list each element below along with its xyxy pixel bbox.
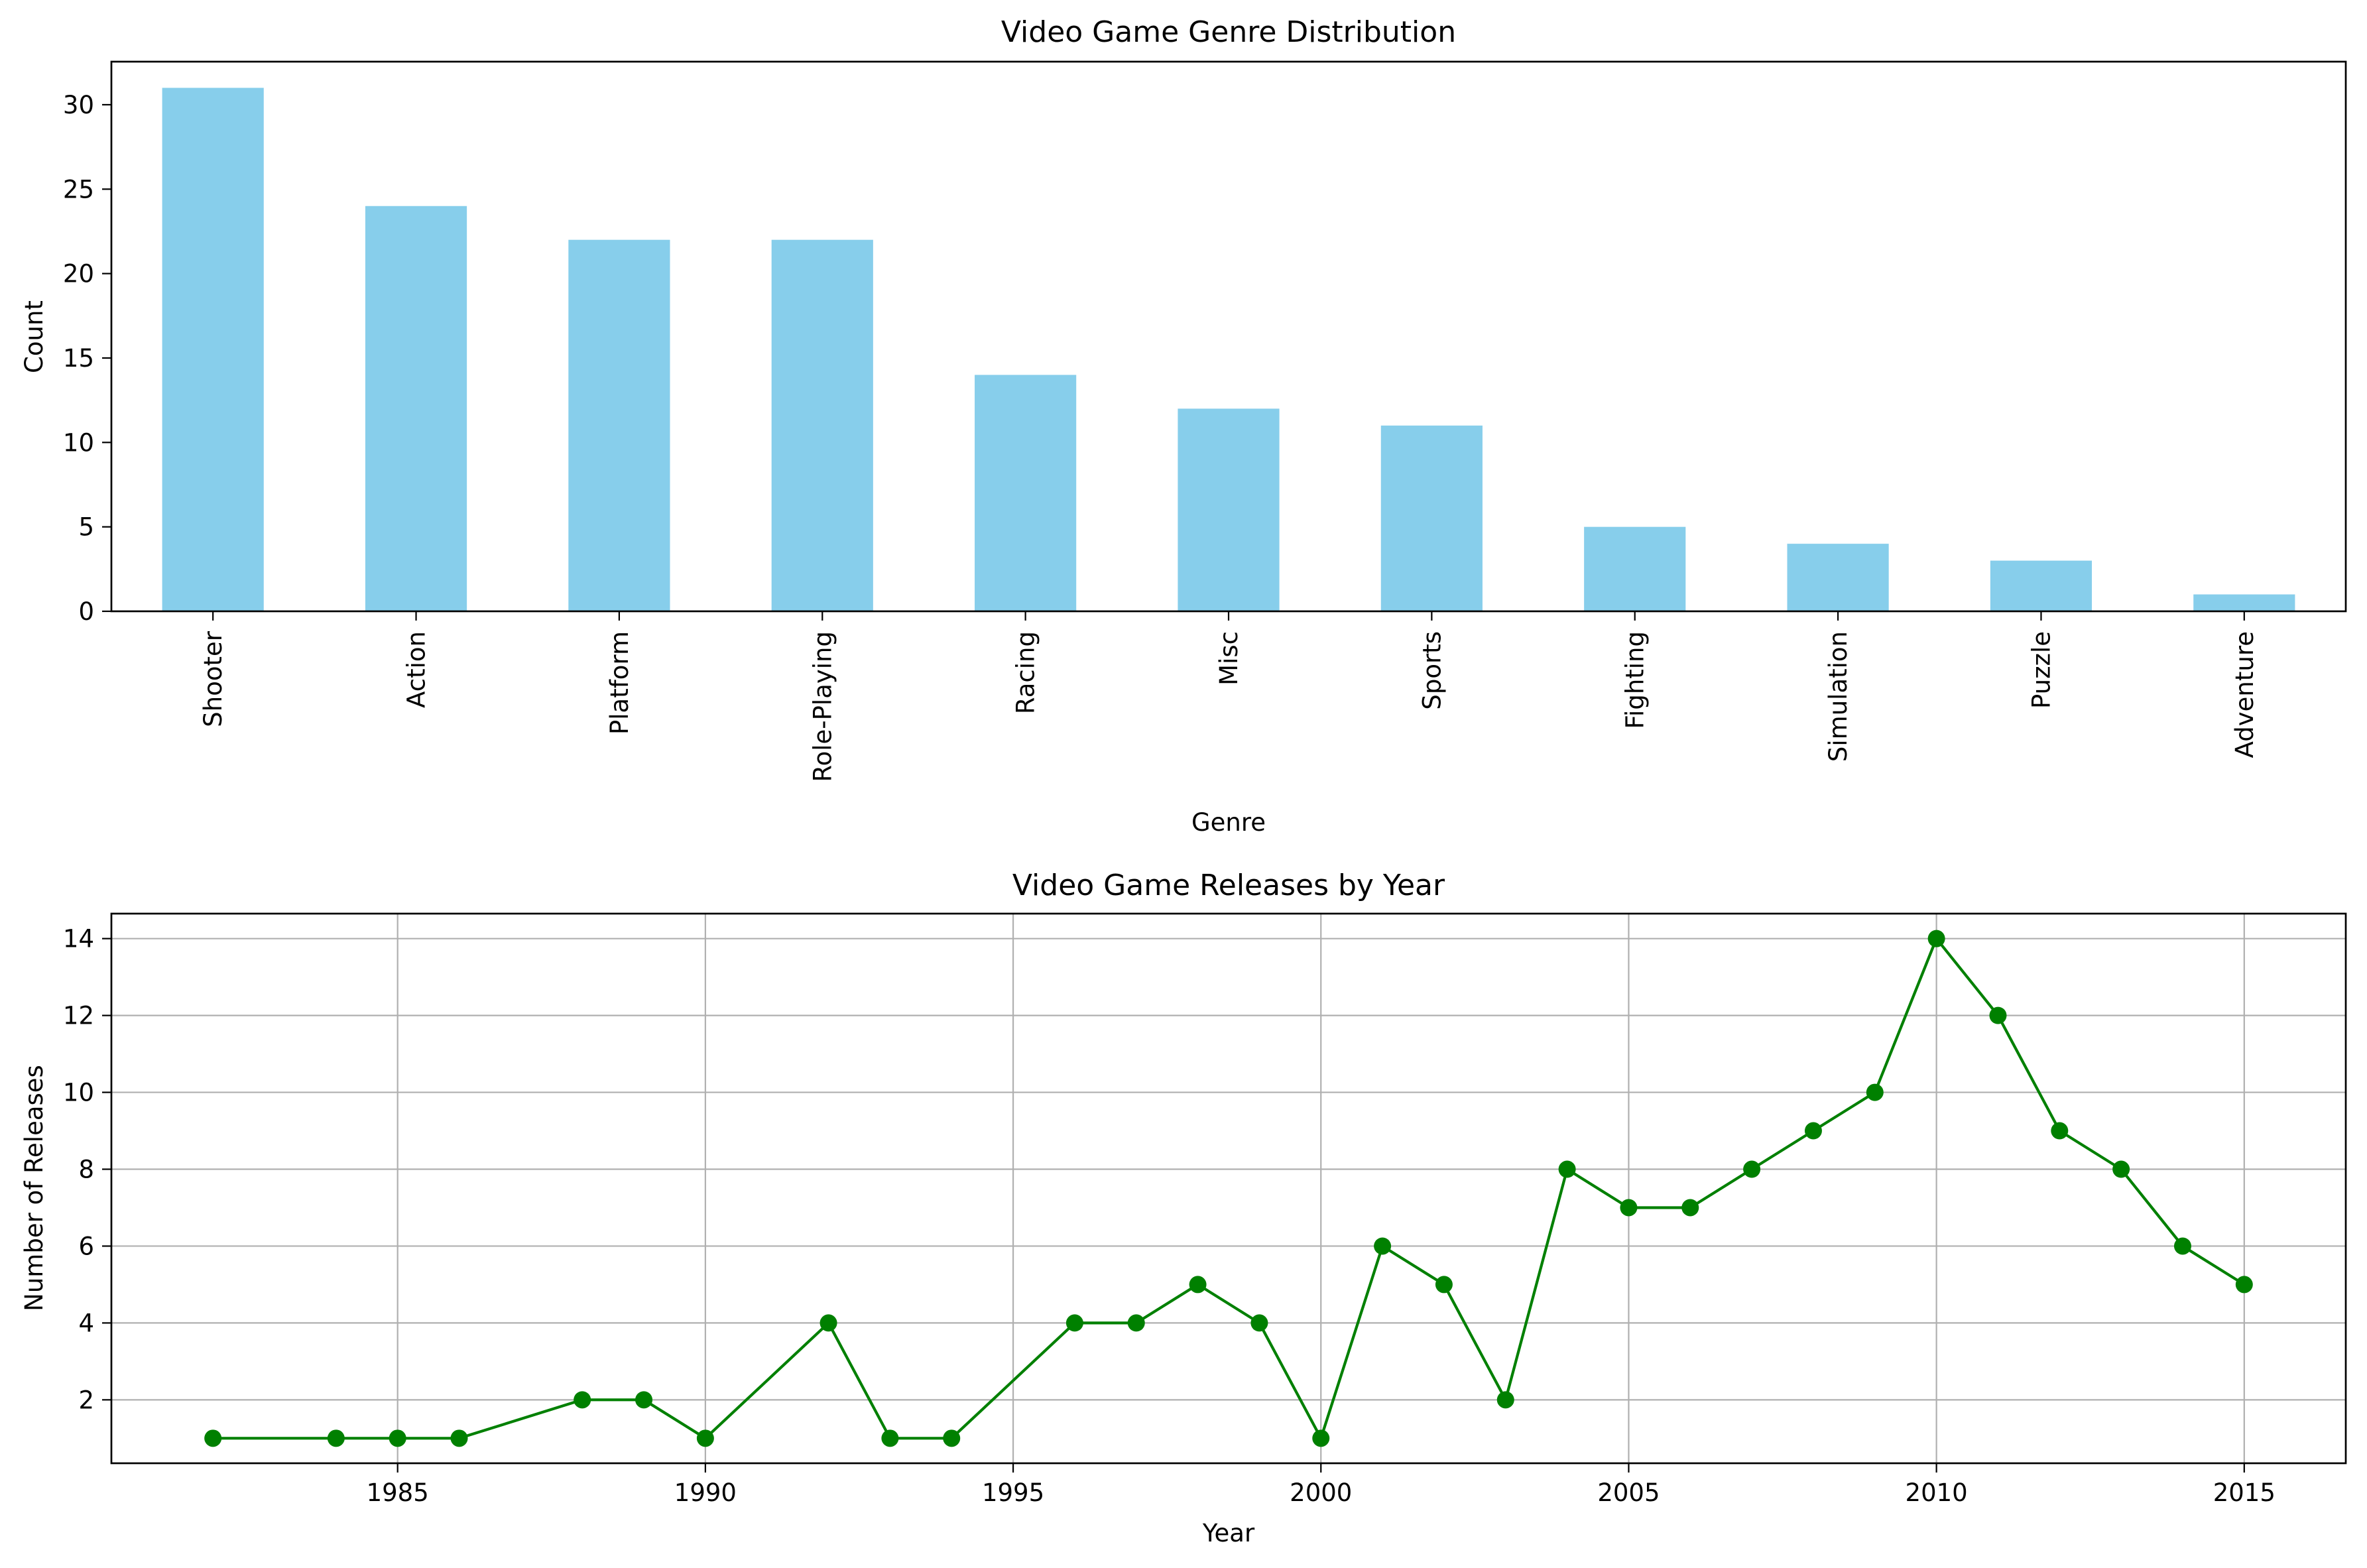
genre-y-ticks: 0 5 10 15 20 25 30 bbox=[63, 91, 111, 626]
point-2008 bbox=[1804, 1122, 1822, 1140]
point-2006 bbox=[1681, 1199, 1699, 1217]
point-2012 bbox=[2051, 1122, 2069, 1140]
point-1989 bbox=[635, 1391, 653, 1409]
genre-x-tick-label: Misc bbox=[1215, 631, 1243, 686]
releases-x-tick-label: 1990 bbox=[674, 1478, 737, 1507]
point-2007 bbox=[1743, 1160, 1761, 1178]
bar-platform bbox=[568, 239, 670, 612]
bar-sports bbox=[1380, 425, 1483, 611]
point-2013 bbox=[2112, 1160, 2130, 1178]
genre-y-tick-label: 5 bbox=[78, 513, 94, 542]
genre-y-tick-label: 25 bbox=[63, 175, 94, 204]
genre-x-tick-label: Racing bbox=[1012, 631, 1040, 714]
point-2002 bbox=[1435, 1276, 1453, 1294]
releases-series-line bbox=[213, 937, 2245, 1440]
point-2003 bbox=[1496, 1391, 1514, 1409]
genre-x-tick-label: Fighting bbox=[1621, 631, 1650, 729]
point-1996 bbox=[1065, 1314, 1083, 1332]
releases-line-chart: Video Game Releases by Year 2 4 6 8 10 12 14 1… bbox=[20, 869, 2347, 1547]
releases-y-tick-label: 6 bbox=[78, 1232, 94, 1260]
point-2010 bbox=[1927, 930, 1945, 947]
point-1999 bbox=[1250, 1314, 1268, 1332]
point-2009 bbox=[1866, 1083, 1884, 1101]
releases-axes-frame bbox=[110, 912, 2347, 1465]
genre-x-ticks: Shooter Action Platform Role-Playing Racing M… bbox=[199, 611, 2259, 782]
point-1988 bbox=[574, 1391, 591, 1409]
bar-action bbox=[365, 206, 467, 612]
point-1982 bbox=[204, 1429, 222, 1447]
releases-y-tick-label: 4 bbox=[78, 1309, 94, 1337]
point-2004 bbox=[1558, 1160, 1576, 1178]
genre-x-tick-label: Role-Playing bbox=[808, 631, 837, 782]
releases-markers bbox=[204, 930, 2253, 1447]
releases-y-ticks: 2 4 6 8 10 12 14 bbox=[63, 925, 111, 1414]
point-1993 bbox=[881, 1429, 899, 1447]
point-1992 bbox=[819, 1314, 837, 1332]
bar-role-playing bbox=[771, 239, 873, 612]
bar-misc bbox=[1178, 408, 1280, 611]
releases-y-tick-label: 14 bbox=[63, 925, 94, 953]
genre-bar-chart: Video Game Genre Distribution 0 5 10 15 20 25… bbox=[20, 15, 2347, 837]
releases-y-tick-label: 10 bbox=[63, 1079, 94, 1107]
bar-adventure bbox=[2193, 594, 2295, 611]
releases-x-tick-label: 1995 bbox=[982, 1478, 1044, 1507]
point-1994 bbox=[943, 1429, 961, 1447]
genre-y-tick-label: 20 bbox=[63, 260, 94, 288]
releases-x-axis-label: Year bbox=[1202, 1519, 1255, 1547]
releases-x-tick-label: 2005 bbox=[1597, 1478, 1660, 1507]
releases-x-tick-label: 2015 bbox=[2213, 1478, 2276, 1507]
point-1985 bbox=[389, 1429, 406, 1447]
genre-y-tick-label: 30 bbox=[63, 91, 94, 119]
releases-x-ticks: 1985 1990 1995 2000 2005 2010 2015 bbox=[367, 1463, 2276, 1507]
genre-y-tick-label: 0 bbox=[78, 597, 94, 626]
releases-x-tick-label: 2000 bbox=[1290, 1478, 1352, 1507]
point-1986 bbox=[450, 1429, 468, 1447]
point-2001 bbox=[1374, 1237, 1392, 1255]
point-2000 bbox=[1312, 1429, 1330, 1447]
releases-chart-title: Video Game Releases by Year bbox=[1012, 869, 1445, 902]
point-1984 bbox=[327, 1429, 345, 1447]
releases-grid bbox=[111, 914, 2346, 1463]
releases-y-axis-label: Number of Releases bbox=[20, 1065, 48, 1311]
genre-x-tick-label: Simulation bbox=[1824, 631, 1852, 762]
releases-x-tick-label: 2010 bbox=[1906, 1478, 1968, 1507]
genre-x-tick-label: Adventure bbox=[2230, 631, 2259, 758]
genre-y-tick-label: 10 bbox=[63, 428, 94, 457]
bar-puzzle bbox=[1990, 560, 2093, 611]
genre-x-tick-label: Puzzle bbox=[2027, 631, 2055, 709]
releases-y-tick-label: 8 bbox=[78, 1156, 94, 1184]
releases-y-tick-label: 2 bbox=[78, 1386, 94, 1414]
genre-x-tick-label: Action bbox=[402, 631, 431, 708]
genre-chart-title: Video Game Genre Distribution bbox=[1001, 15, 1456, 49]
genre-x-tick-label: Sports bbox=[1418, 631, 1446, 710]
point-2011 bbox=[1989, 1006, 2007, 1024]
releases-y-tick-label: 12 bbox=[63, 1002, 94, 1030]
point-2005 bbox=[1620, 1199, 1638, 1217]
genre-axes-frame bbox=[110, 60, 2347, 613]
point-2015 bbox=[2235, 1276, 2253, 1294]
genre-x-tick-label: Platform bbox=[605, 631, 634, 735]
genre-x-tick-label: Shooter bbox=[199, 631, 227, 727]
point-1998 bbox=[1189, 1276, 1207, 1294]
bar-simulation bbox=[1787, 544, 1889, 611]
bar-shooter bbox=[162, 88, 264, 611]
genre-x-axis-label: Genre bbox=[1191, 808, 1266, 837]
genre-y-tick-label: 15 bbox=[63, 344, 94, 373]
genre-y-axis-label: Count bbox=[20, 300, 48, 373]
bar-fighting bbox=[1584, 526, 1686, 611]
genre-bars bbox=[162, 88, 2295, 612]
bar-racing bbox=[975, 375, 1077, 611]
point-2014 bbox=[2173, 1237, 2191, 1255]
point-1990 bbox=[696, 1429, 714, 1447]
point-1997 bbox=[1127, 1314, 1145, 1332]
releases-x-tick-label: 1985 bbox=[367, 1478, 429, 1507]
